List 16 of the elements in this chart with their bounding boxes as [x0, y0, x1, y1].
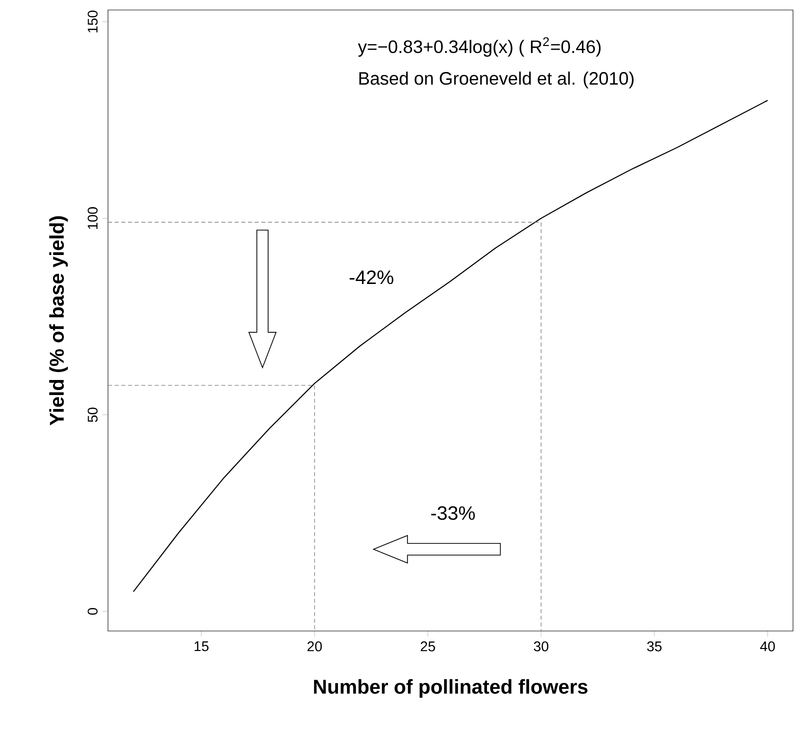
y-tick-label: 0	[88, 608, 98, 615]
annotation: -42%	[350, 270, 394, 284]
x-tick-label: 40	[760, 641, 775, 652]
annotation: Based on Groeneveld et al. (2010)	[359, 72, 634, 88]
x-tick-label: 20	[308, 641, 322, 652]
y-axis-title: Yield (% of base yield)	[49, 216, 68, 426]
x-tick-label: 25	[420, 641, 436, 652]
x-axis-title: Number of pollinated flowers	[314, 679, 588, 698]
x-tick-label: 30	[534, 641, 548, 652]
annotation: -33%	[431, 506, 475, 520]
x-tick-label: 15	[194, 641, 209, 652]
x-tick-label: 35	[647, 641, 662, 652]
y-tick-label: 100	[88, 207, 98, 229]
annotation: y=−0.83+0.34log(x) ( R$^{2}$=0.46)	[358, 37, 601, 57]
y-tick-label: 50	[88, 408, 98, 422]
y-tick-label: 150	[88, 10, 98, 32]
